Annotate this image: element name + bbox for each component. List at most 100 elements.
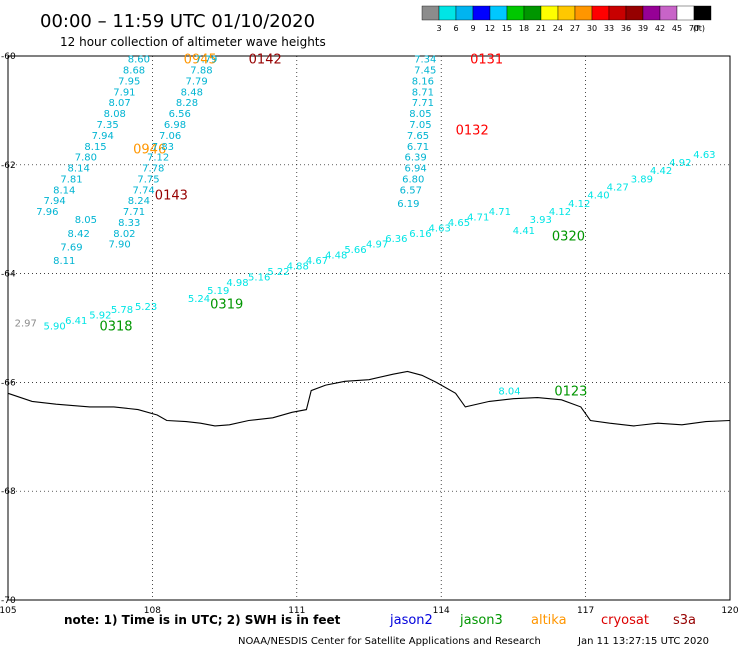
- colorbar-label: 36: [621, 24, 631, 33]
- wave-height-label: 3.93: [530, 215, 552, 226]
- wave-height-label: 4.71: [489, 207, 511, 218]
- wave-height-label: 8.08: [104, 109, 126, 120]
- wave-height-label: 5.19: [207, 286, 229, 297]
- colorbar-swatch: [523, 5, 542, 21]
- lon-tick-label: 120: [721, 606, 738, 616]
- track-time-label: 0319: [210, 298, 243, 313]
- track-time-label: 0946: [133, 142, 166, 157]
- wave-height-label: 6.19: [397, 199, 419, 210]
- colorbar-label: 33: [604, 24, 614, 33]
- wave-height-label: 8.71: [412, 87, 434, 98]
- colorbar-label: 30: [587, 24, 597, 33]
- wave-height-label: 7.94: [92, 131, 114, 142]
- track-0131: 7.347.458.168.717.718.057.057.656.716.39…: [397, 53, 503, 210]
- wave-height-label: 4.12: [568, 199, 590, 210]
- wave-height-label: 7.79: [195, 55, 217, 66]
- track-time-label: 0945: [184, 53, 217, 68]
- legend-jason2: jason2: [389, 613, 433, 628]
- track-time-label: 0132: [456, 123, 489, 138]
- wave-height-label: 7.80: [75, 153, 97, 164]
- wave-height-label: 2.97: [15, 319, 37, 330]
- wave-height-label: 4.65: [448, 218, 470, 229]
- colorbar-swatch: [591, 5, 610, 21]
- wave-height-label: 4.40: [587, 191, 609, 202]
- legend-jason3: jason3: [459, 613, 503, 628]
- wave-height-label: 7.71: [123, 207, 145, 218]
- colorbar-label: 27: [570, 24, 580, 33]
- track-0123: 8.04 0123: [498, 385, 587, 400]
- wave-height-label: 8.24: [128, 196, 150, 207]
- track-0143: 0143: [155, 189, 188, 204]
- lon-tick-label: 105: [0, 606, 17, 616]
- wave-height-label: 7.96: [36, 207, 58, 218]
- legend-s3a: s3a: [673, 613, 696, 628]
- wave-height-label: 4.63: [693, 150, 715, 161]
- wave-height-label: 7.65: [407, 131, 429, 142]
- colorbar-swatch: [421, 5, 440, 21]
- map-frame: [7, 55, 731, 601]
- credit-org: NOAA/NESDIS Center for Satellite Applica…: [238, 636, 541, 647]
- footer-note: note: 1) Time is in UTC; 2) SWH is in fe…: [64, 613, 341, 627]
- lon-tick-label: 111: [288, 606, 305, 616]
- wave-height-label: 6.80: [402, 174, 424, 185]
- wave-height-label: 7.90: [108, 240, 130, 251]
- wave-height-label: 8.14: [53, 185, 75, 196]
- wave-height-label: 8.04: [498, 387, 520, 398]
- wave-height-label: 5.92: [89, 310, 111, 321]
- legend-altika: altika: [531, 613, 567, 628]
- lat-tick-label: -60: [1, 52, 16, 62]
- wave-height-label: 7.71: [412, 98, 434, 109]
- track-0945: 8.608.687.957.918.078.087.357.948.157.80…: [36, 53, 217, 218]
- colorbar-legend: 3 6 9 12 15 18 21 24 27 30 33 36 39 42 45 70(ft): [421, 5, 712, 33]
- wave-height-label: 7.94: [43, 196, 65, 207]
- wave-height-label: 4.12: [549, 207, 571, 218]
- wave-height-label: 6.56: [169, 109, 191, 120]
- colorbar-swatch: [659, 5, 678, 21]
- wave-height-label: 7.75: [137, 174, 159, 185]
- lat-tick-label: -66: [1, 378, 16, 388]
- wave-height-label: 8.02: [113, 229, 135, 240]
- wave-height-label: 4.63: [429, 223, 451, 234]
- wave-height-label: 5.90: [43, 321, 65, 332]
- wave-height-label: 4.92: [669, 158, 691, 169]
- wave-height-label: 7.34: [414, 55, 436, 66]
- colorbar-swatch: [506, 5, 525, 21]
- colorbar-swatch: [489, 5, 508, 21]
- wave-height-label: 6.94: [404, 164, 426, 175]
- wave-height-label: 4.67: [306, 256, 328, 267]
- wave-height-label: 7.91: [113, 87, 135, 98]
- wave-height-label: 4.71: [467, 212, 489, 223]
- satellite-tracks: 8.608.687.957.918.078.087.357.948.157.80…: [15, 53, 716, 400]
- wave-height-label: 7.12: [147, 153, 169, 164]
- lat-tick-label: -68: [1, 487, 16, 497]
- wave-height-label: 7.74: [133, 185, 155, 196]
- wave-height-label: 7.35: [96, 120, 118, 131]
- page-subtitle: 12 hour collection of altimeter wave hei…: [60, 35, 326, 49]
- wave-height-label: 5.24: [188, 294, 210, 305]
- wave-height-label: 8.42: [68, 229, 90, 240]
- wave-height-label: 3.89: [631, 174, 653, 185]
- track-0946: 8.05 8.42 7.69 8.11 0946: [53, 142, 166, 267]
- lat-tick-label: -70: [1, 596, 16, 606]
- track-time-label: 0123: [554, 385, 587, 400]
- colorbar-label: 42: [655, 24, 665, 33]
- satellite-legend: jason2 jason3 altika cryosat s3a: [389, 613, 696, 628]
- wave-height-label: 6.71: [407, 142, 429, 153]
- wave-height-label: 7.45: [414, 66, 436, 77]
- lat-tick-label: -62: [1, 161, 16, 171]
- colorbar-swatch: [472, 5, 491, 21]
- legend-cryosat: cryosat: [601, 613, 649, 628]
- lat-tick-label: -64: [1, 270, 16, 280]
- wave-height-label: 7.88: [190, 66, 212, 77]
- wave-height-label: 6.98: [164, 120, 186, 131]
- track-0132: 0132: [456, 123, 489, 138]
- track-0320: 4.413.934.124.124.404.273.894.424.924.63…: [513, 150, 716, 245]
- wave-height-label: 8.60: [128, 55, 150, 66]
- colorbar-label: 21: [536, 24, 546, 33]
- wave-height-label: 7.69: [60, 242, 82, 253]
- wave-height-label: 5.22: [267, 267, 289, 278]
- wave-height-label: 4.88: [287, 261, 309, 272]
- colorbar-swatch: [557, 5, 576, 21]
- wave-height-label: 4.42: [650, 166, 672, 177]
- colorbar-label: 39: [638, 24, 648, 33]
